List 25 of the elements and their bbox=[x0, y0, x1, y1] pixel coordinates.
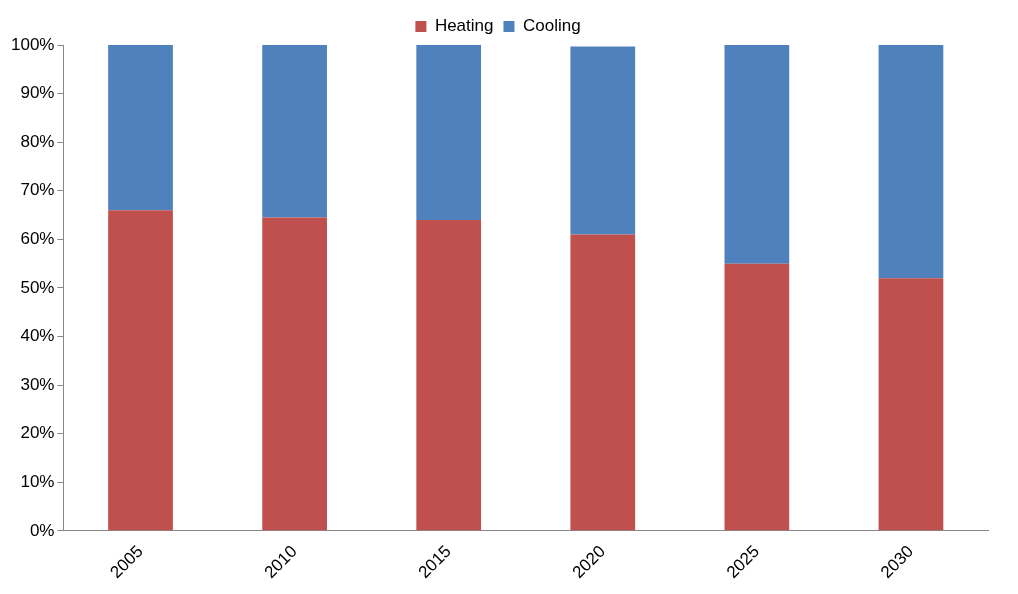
bar bbox=[108, 45, 173, 211]
y-tick-label: 60% bbox=[20, 229, 55, 249]
bar bbox=[724, 263, 790, 531]
bar bbox=[724, 45, 790, 264]
y-tick-label: 70% bbox=[20, 180, 55, 200]
bar bbox=[262, 217, 327, 531]
bar bbox=[416, 45, 482, 220]
y-tick-label: 0% bbox=[29, 520, 55, 540]
bar bbox=[878, 45, 944, 279]
bar bbox=[416, 219, 482, 531]
y-tick-label: 90% bbox=[20, 83, 55, 103]
y-tick-label: 100% bbox=[11, 34, 55, 54]
y-tick-label: 40% bbox=[20, 326, 55, 346]
y-tick-label: 80% bbox=[20, 131, 55, 151]
bar bbox=[570, 46, 636, 235]
y-tick-label: 10% bbox=[20, 471, 55, 491]
y-tick-label: 50% bbox=[20, 277, 55, 297]
y-tick-label: 20% bbox=[20, 423, 55, 443]
y-tick-label: 30% bbox=[20, 374, 55, 394]
legend-label: Heating bbox=[434, 16, 494, 36]
bar bbox=[878, 278, 944, 531]
legend-label: Cooling bbox=[522, 16, 581, 36]
bar bbox=[262, 45, 327, 218]
bar bbox=[570, 234, 636, 531]
bar bbox=[108, 210, 173, 531]
